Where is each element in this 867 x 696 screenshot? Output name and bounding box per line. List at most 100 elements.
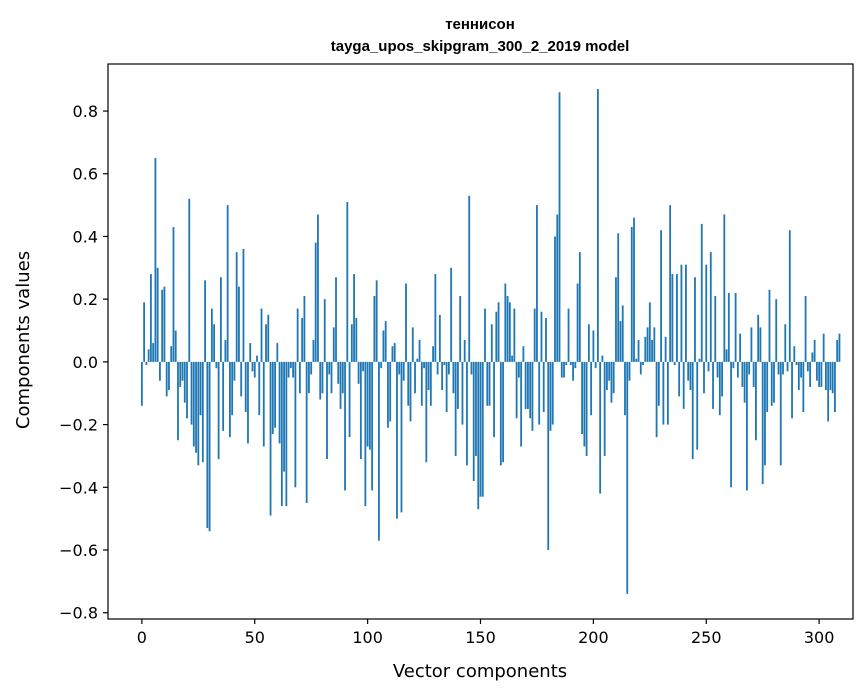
bar: [642, 361, 644, 366]
bar: [396, 361, 398, 519]
y-tick-label: 0.8: [73, 102, 98, 121]
bar: [475, 361, 477, 456]
bar: [283, 361, 285, 472]
bar: [806, 361, 809, 372]
bar: [321, 361, 324, 394]
bar: [159, 361, 161, 381]
bar: [599, 361, 602, 494]
bar: [718, 361, 721, 416]
bar: [542, 361, 545, 413]
bar: [655, 361, 658, 438]
bar: [594, 361, 597, 369]
bar: [714, 296, 717, 362]
bar: [547, 361, 550, 551]
bar: [323, 299, 326, 362]
bar: [375, 280, 378, 362]
bar: [748, 361, 751, 375]
bar: [344, 361, 346, 491]
bar: [418, 339, 421, 362]
bar: [703, 361, 705, 394]
bar: [359, 361, 362, 460]
bar: [244, 361, 247, 413]
bar: [317, 214, 319, 362]
bar: [186, 361, 188, 419]
bar: [247, 361, 249, 444]
x-tick-label: 50: [245, 628, 265, 647]
bar: [685, 264, 687, 362]
bar: [423, 361, 425, 369]
bar: [815, 361, 818, 381]
bar: [601, 355, 604, 362]
bar: [536, 205, 538, 362]
bar: [497, 302, 500, 362]
bar: [529, 361, 532, 419]
bar: [292, 361, 295, 378]
bar: [682, 361, 685, 409]
bar: [725, 349, 728, 362]
bar: [680, 264, 683, 362]
bar: [296, 308, 299, 362]
bar: [380, 361, 383, 369]
bar: [405, 283, 407, 362]
x-tick-label: 150: [465, 628, 496, 647]
bar: [590, 361, 593, 416]
bar: [183, 361, 186, 403]
bar: [662, 361, 665, 425]
bar: [274, 361, 276, 428]
y-tick-label: 0.6: [73, 165, 98, 184]
bar: [619, 321, 622, 362]
y-tick-label: 0.2: [73, 290, 98, 309]
bar: [502, 361, 504, 463]
bar: [696, 361, 699, 450]
bar: [777, 361, 780, 375]
bar: [644, 336, 647, 362]
y-tick-label: −0.6: [59, 541, 98, 560]
bar: [712, 361, 714, 409]
bar: [411, 327, 414, 362]
bar: [554, 236, 556, 362]
bar: [346, 201, 349, 362]
bar: [172, 227, 175, 362]
bar: [364, 361, 367, 507]
bar: [479, 361, 482, 497]
bar: [454, 361, 457, 456]
bar: [152, 343, 155, 362]
y-tick-label: −0.8: [59, 604, 98, 623]
bar: [527, 361, 529, 409]
bar: [348, 361, 351, 438]
bar: [217, 361, 220, 460]
bar: [825, 361, 827, 391]
bar: [339, 361, 342, 409]
bar: [626, 361, 629, 594]
bar: [251, 361, 254, 372]
bar: [624, 361, 626, 416]
bar: [231, 361, 234, 416]
bar: [328, 361, 331, 375]
bar: [520, 361, 523, 447]
bar: [581, 361, 583, 434]
bar: [490, 324, 493, 362]
bar: [197, 361, 200, 466]
bar: [786, 361, 789, 372]
bar: [558, 92, 561, 362]
bar: [414, 361, 416, 394]
bar: [206, 361, 209, 529]
bar: [770, 361, 773, 406]
bar: [350, 324, 353, 362]
bar: [804, 296, 807, 362]
bar: [341, 361, 344, 394]
bar: [603, 361, 606, 456]
bar: [809, 361, 812, 387]
bar: [727, 292, 730, 362]
bar: [271, 361, 274, 434]
bar: [517, 361, 520, 378]
bar: [750, 327, 753, 362]
bar: [721, 361, 723, 397]
bar: [366, 361, 369, 447]
bar: [745, 361, 748, 491]
bar: [488, 361, 491, 406]
bar: [294, 361, 297, 488]
bar: [262, 361, 265, 447]
bar: [280, 361, 283, 507]
bar: [416, 358, 419, 362]
